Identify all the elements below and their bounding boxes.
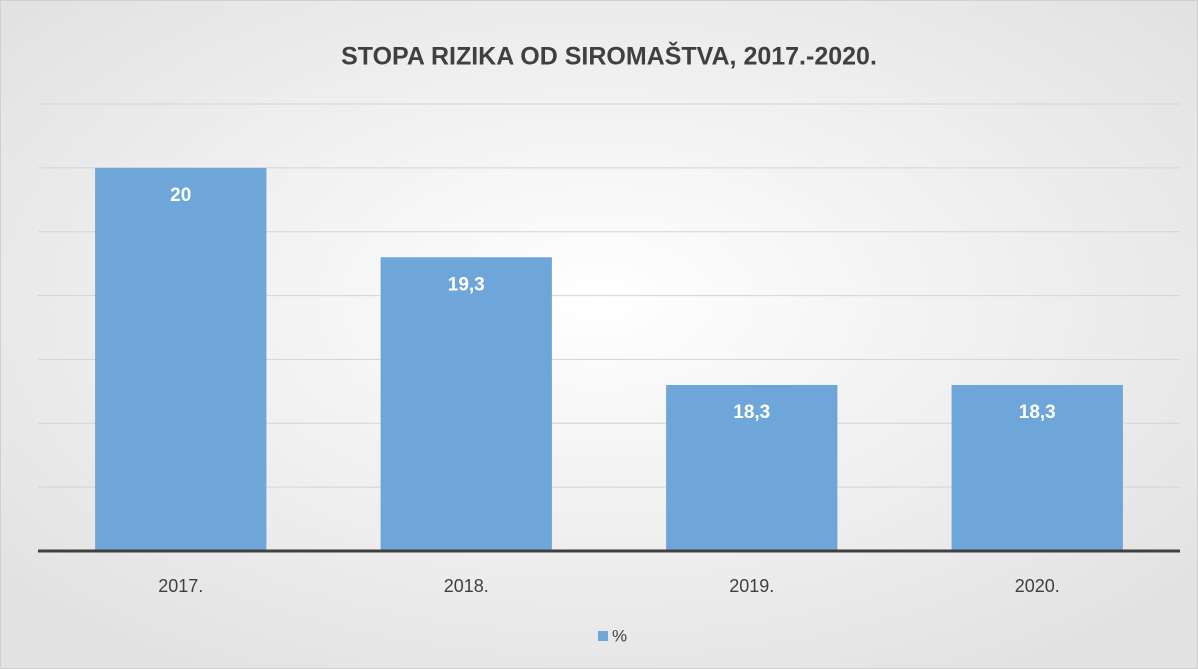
bar [951, 384, 1123, 551]
bar [95, 167, 267, 551]
data-label: 20 [170, 185, 191, 206]
chart-title: STOPA RIZIKA OD SIROMAŠTVA, 2017.-2020. [341, 41, 877, 71]
data-label: 18,3 [733, 402, 770, 423]
x-tick-label: 2019. [729, 576, 774, 596]
bar [666, 384, 838, 551]
data-label: 18,3 [1019, 402, 1056, 423]
x-tick-label: 2017. [158, 576, 203, 596]
bar [380, 257, 552, 551]
x-tick-label: 2018. [444, 576, 489, 596]
data-label: 19,3 [448, 274, 485, 295]
legend-swatch [598, 631, 608, 641]
x-tick-label: 2020. [1015, 576, 1060, 596]
legend-label: % [612, 626, 627, 645]
